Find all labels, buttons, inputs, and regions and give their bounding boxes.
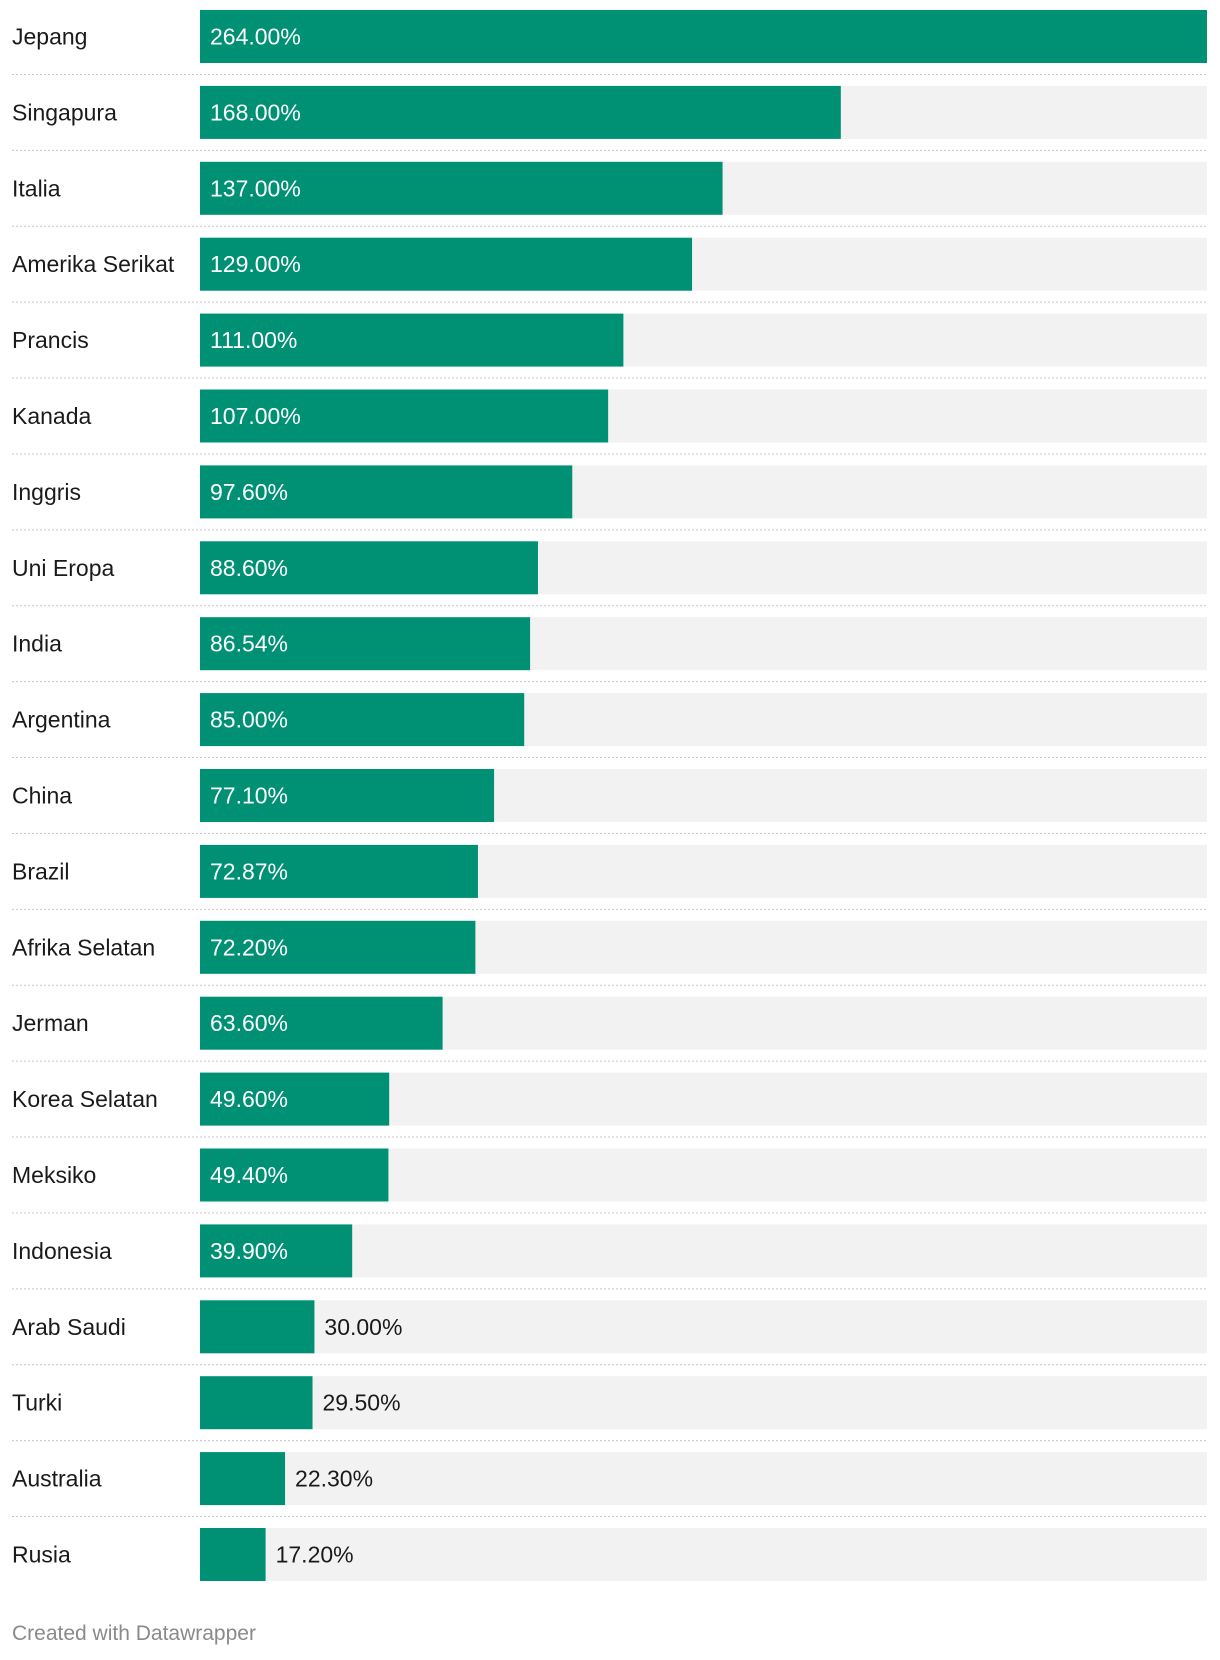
bar-row: Amerika Serikat 129.00%	[12, 237, 1207, 303]
bar-row: Turki 29.50%	[12, 1376, 1207, 1442]
value-label: 77.10%	[210, 783, 288, 809]
category-label: Indonesia	[12, 1238, 112, 1264]
value-label: 111.00%	[210, 327, 297, 353]
value-label: 85.00%	[210, 707, 288, 733]
bar-row: Uni Eropa 88.60%	[12, 541, 1207, 607]
value-label: 17.20%	[276, 1542, 354, 1568]
bar-row: Indonesia 39.90%	[12, 1224, 1207, 1290]
category-label: Amerika Serikat	[12, 251, 175, 277]
bar-row: Rusia 17.20%	[12, 1528, 1207, 1581]
value-label: 168.00%	[210, 99, 301, 125]
bar-row: Jepang 264.00%	[12, 10, 1207, 75]
bar	[200, 541, 538, 595]
bar	[200, 85, 841, 139]
bar-row: Arab Saudi 30.00%	[12, 1300, 1207, 1366]
value-label: 30.00%	[324, 1314, 402, 1340]
bar-row: Brazil 72.87%	[12, 844, 1207, 910]
value-label: 137.00%	[210, 175, 301, 201]
bar	[200, 1452, 286, 1506]
bar	[200, 237, 693, 291]
bar-chart: Jepang 264.00% Singapura 168.00% Italia 137.0…	[12, 10, 1207, 1581]
category-label: India	[12, 631, 62, 657]
bar	[200, 465, 573, 519]
bar	[200, 617, 531, 671]
bar	[200, 693, 525, 747]
bar-row: Jerman 63.60%	[12, 996, 1207, 1062]
value-label: 88.60%	[210, 555, 288, 581]
bar-row: Italia 137.00%	[12, 161, 1207, 227]
bar-row: Korea Selatan 49.60%	[12, 1072, 1207, 1138]
value-label: 29.50%	[323, 1390, 401, 1416]
value-label: 49.60%	[210, 1086, 288, 1112]
category-label: Australia	[12, 1466, 102, 1492]
value-label: 97.60%	[210, 479, 288, 505]
datawrapper-credit: Created with Datawrapper	[12, 1622, 256, 1645]
value-label: 129.00%	[210, 251, 301, 277]
category-label: Prancis	[12, 327, 89, 353]
value-label: 86.54%	[210, 631, 288, 657]
bar-row: Argentina 85.00%	[12, 693, 1207, 759]
category-label: Brazil	[12, 858, 70, 884]
category-label: Turki	[12, 1390, 62, 1416]
value-label: 22.30%	[295, 1466, 373, 1492]
category-label: Italia	[12, 175, 61, 201]
bar-track	[200, 1300, 1207, 1354]
bar-row: Meksiko 49.40%	[12, 1148, 1207, 1214]
value-label: 264.00%	[210, 24, 301, 50]
bar	[200, 996, 443, 1050]
category-label: Arab Saudi	[12, 1314, 126, 1340]
value-label: 63.60%	[210, 1010, 288, 1036]
bar	[200, 1528, 266, 1581]
bar-track	[200, 1528, 1207, 1581]
bar	[200, 1300, 315, 1354]
category-label: Afrika Selatan	[12, 934, 155, 960]
bar	[200, 1148, 389, 1202]
bar-track	[200, 1376, 1207, 1430]
category-label: Rusia	[12, 1542, 71, 1568]
bar	[200, 389, 609, 443]
bar	[200, 1376, 313, 1430]
bar-row: Singapura 168.00%	[12, 85, 1207, 151]
value-label: 49.40%	[210, 1162, 288, 1188]
category-label: Kanada	[12, 403, 92, 429]
category-label: Argentina	[12, 707, 111, 733]
bar-row: Australia 22.30%	[12, 1452, 1207, 1518]
category-label: Korea Selatan	[12, 1086, 158, 1112]
bar	[200, 844, 478, 898]
value-label: 107.00%	[210, 403, 301, 429]
bar	[200, 161, 723, 215]
category-label: China	[12, 783, 72, 809]
bar-row: Prancis 111.00%	[12, 313, 1207, 379]
bar	[200, 1224, 353, 1278]
category-label: Meksiko	[12, 1162, 96, 1188]
category-label: Jepang	[12, 24, 87, 50]
bar-row: India 86.54%	[12, 617, 1207, 683]
bar-track	[200, 1224, 1207, 1278]
bar	[200, 313, 624, 367]
value-label: 39.90%	[210, 1238, 288, 1264]
value-label: 72.87%	[210, 858, 288, 884]
bar-track	[200, 1452, 1207, 1506]
category-label: Uni Eropa	[12, 555, 114, 581]
bar	[200, 1072, 390, 1126]
value-label: 72.20%	[210, 934, 288, 960]
bar	[200, 769, 495, 822]
bar	[200, 10, 1207, 63]
bar-row: Kanada 107.00%	[12, 389, 1207, 455]
bar-row: Inggris 97.60%	[12, 465, 1207, 531]
bar	[200, 920, 476, 974]
category-label: Singapura	[12, 99, 117, 125]
bar-row: China 77.10%	[12, 769, 1207, 834]
category-label: Inggris	[12, 479, 81, 505]
category-label: Jerman	[12, 1010, 89, 1036]
bar-row: Afrika Selatan 72.20%	[12, 920, 1207, 986]
